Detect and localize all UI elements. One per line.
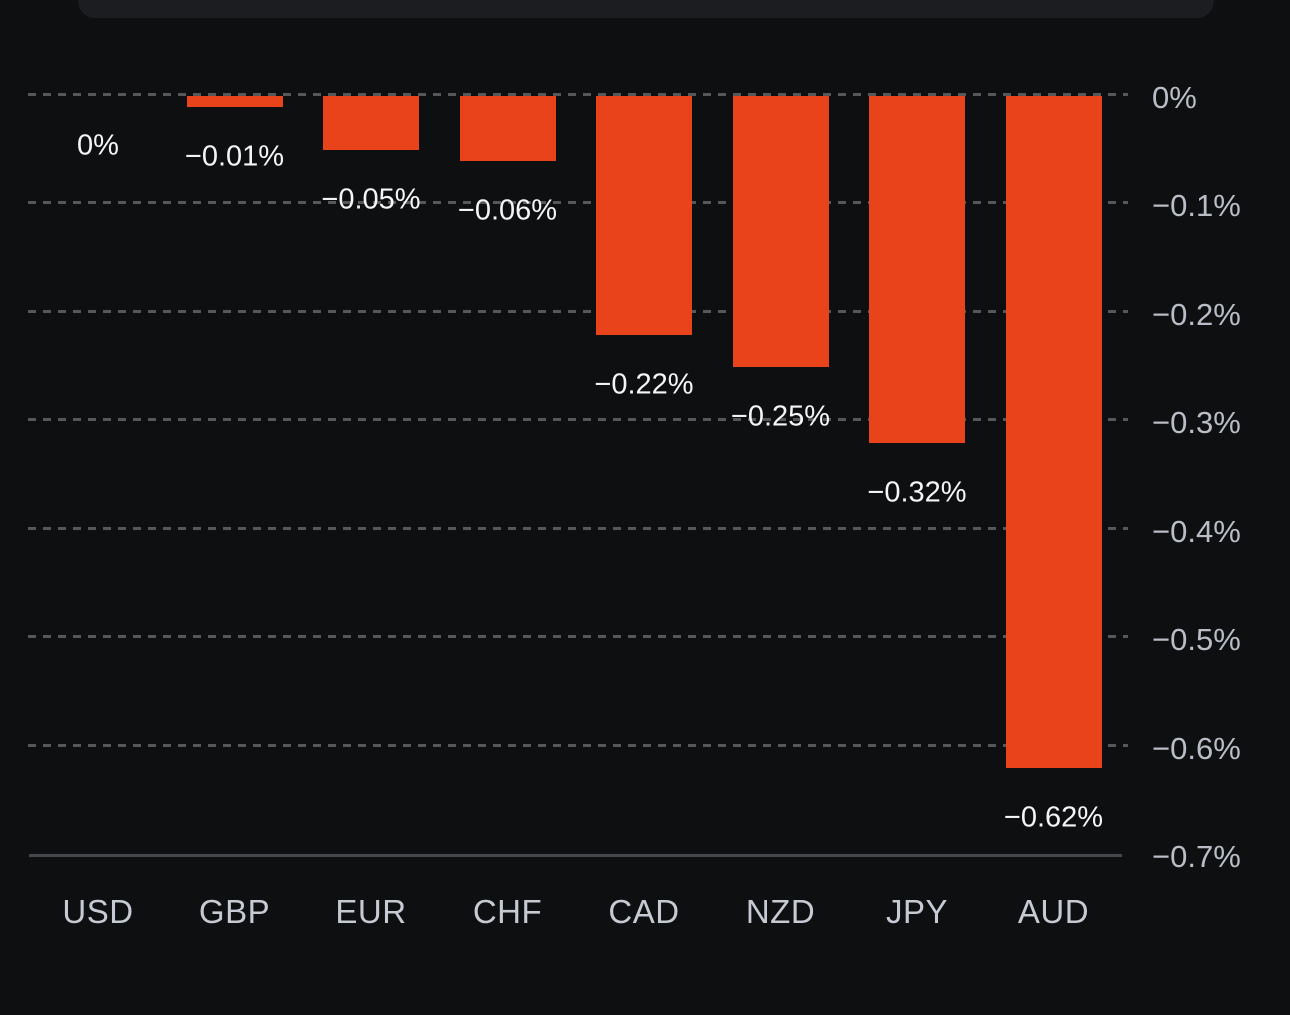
gridline-−0.6% xyxy=(28,743,1128,747)
value-label-aud: −0.62% xyxy=(1003,801,1104,834)
top-card[interactable] xyxy=(78,0,1214,18)
bar-nzd xyxy=(732,96,829,368)
gridline-0% xyxy=(28,93,1128,96)
y-tick-0%: 0% xyxy=(1152,80,1197,115)
gridline-−0.4% xyxy=(28,526,1128,530)
value-label-gbp: −0.01% xyxy=(184,140,285,173)
gridline-−0.2% xyxy=(28,309,1128,313)
bar-cad xyxy=(596,96,692,335)
bar-chf xyxy=(459,96,556,162)
gridline-−0.3% xyxy=(28,418,1128,422)
y-tick-−0.2%: −0.2% xyxy=(1152,296,1241,332)
bar-aud xyxy=(1005,96,1102,769)
x-tick-cad: CAD xyxy=(608,893,680,930)
value-label-usd: 0% xyxy=(77,129,119,162)
x-tick-usd: USD xyxy=(62,893,134,930)
x-tick-nzd: NZD xyxy=(745,893,816,930)
x-tick-eur: EUR xyxy=(335,893,407,930)
value-label-eur: −0.05% xyxy=(321,183,421,216)
x-tick-gbp: GBP xyxy=(198,893,271,930)
value-label-cad: −0.22% xyxy=(594,368,694,401)
x-tick-jpy: JPY xyxy=(885,893,949,930)
y-tick-−0.5%: −0.5% xyxy=(1152,622,1241,658)
x-axis-line xyxy=(29,854,1122,857)
y-tick-−0.1%: −0.1% xyxy=(1152,188,1241,224)
y-tick-−0.3%: −0.3% xyxy=(1152,405,1241,441)
value-label-chf: −0.06% xyxy=(457,194,558,227)
gridline-−0.1% xyxy=(28,201,1128,205)
x-tick-chf: CHF xyxy=(472,893,543,930)
bar-eur xyxy=(323,96,419,151)
bar-gbp xyxy=(186,96,283,107)
gridline-−0.5% xyxy=(28,635,1128,639)
y-tick-−0.4%: −0.4% xyxy=(1152,513,1241,549)
bar-jpy xyxy=(869,96,965,443)
y-tick-−0.7%: −0.7% xyxy=(1152,839,1241,874)
value-label-nzd: −0.25% xyxy=(730,400,831,433)
x-tick-aud: AUD xyxy=(1017,893,1090,930)
value-label-jpy: −0.32% xyxy=(867,476,967,509)
y-tick-−0.6%: −0.6% xyxy=(1152,730,1241,766)
